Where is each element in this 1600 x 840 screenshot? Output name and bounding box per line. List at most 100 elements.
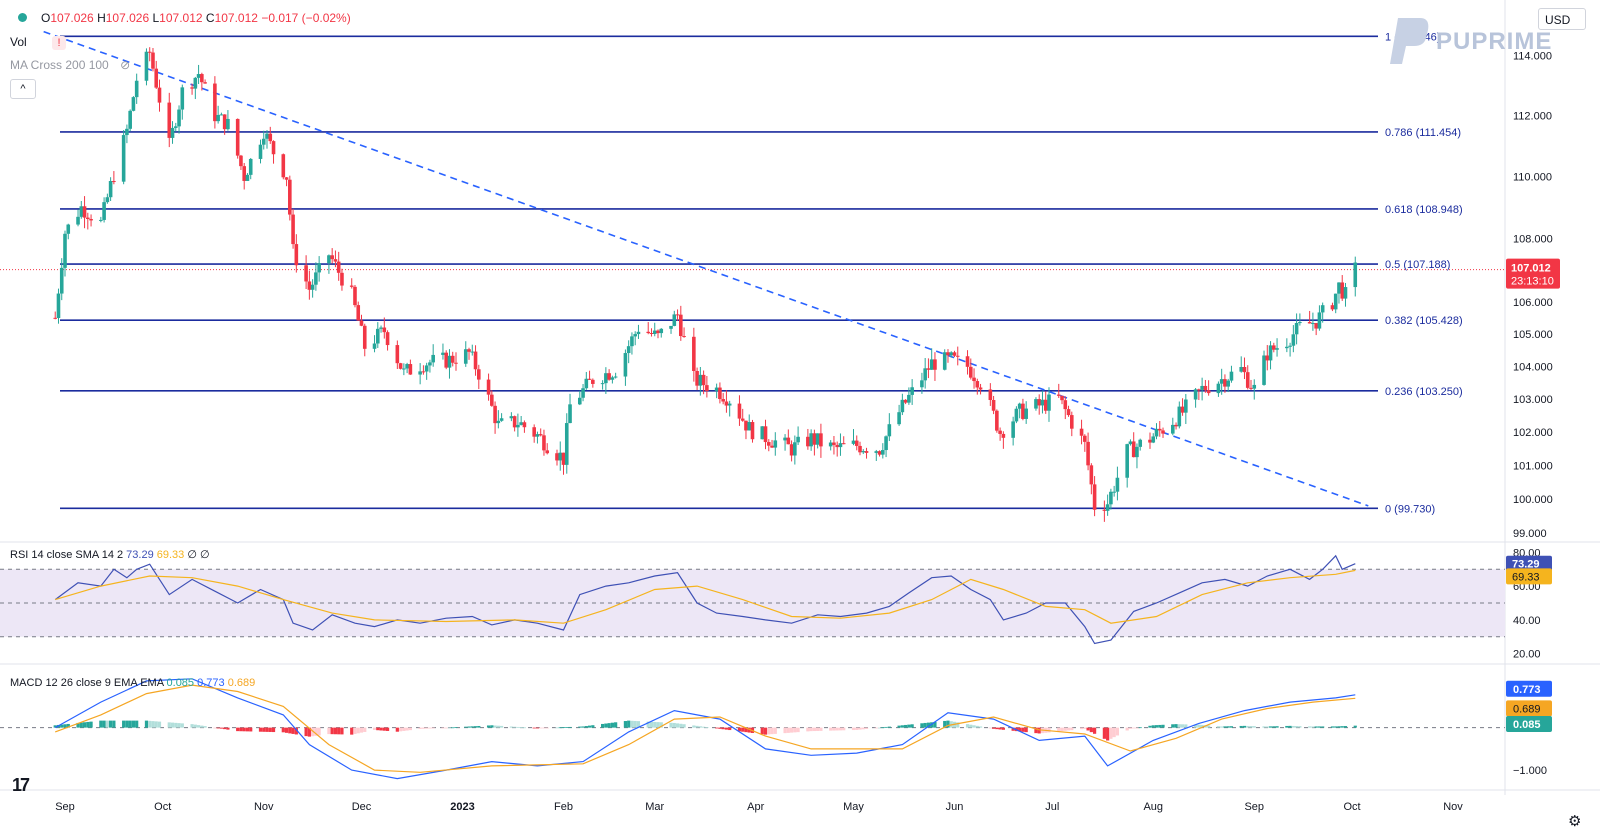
candle-body[interactable] (1177, 406, 1182, 427)
candle-body[interactable] (173, 126, 178, 128)
candle-body[interactable] (874, 451, 879, 453)
candle-body[interactable] (89, 218, 93, 221)
candle-body[interactable] (903, 399, 908, 403)
candle-body[interactable] (1157, 428, 1162, 431)
candle-body[interactable] (649, 333, 654, 335)
candle-body[interactable] (991, 399, 996, 411)
candle-body[interactable] (783, 437, 787, 441)
candle-body[interactable] (1245, 372, 1250, 388)
candle-body[interactable] (245, 174, 250, 181)
candle-body[interactable] (724, 401, 729, 406)
candle-body[interactable] (105, 197, 110, 203)
candle-body[interactable] (519, 422, 523, 425)
candle-body[interactable] (522, 422, 527, 428)
candle-body[interactable] (307, 281, 312, 290)
candle-body[interactable] (721, 399, 725, 402)
candle-body[interactable] (975, 381, 980, 388)
candle-body[interactable] (261, 138, 266, 145)
candle-body[interactable] (812, 433, 817, 445)
candle-body[interactable] (568, 404, 572, 424)
candle-body[interactable] (1135, 446, 1139, 458)
candle-body[interactable] (131, 97, 136, 111)
candle-body[interactable] (59, 267, 64, 294)
candle-body[interactable] (291, 214, 295, 245)
candle-body[interactable] (1034, 399, 1038, 409)
candle-body[interactable] (408, 364, 413, 375)
candle-body[interactable] (349, 285, 354, 287)
candle-body[interactable] (675, 314, 680, 316)
candle-body[interactable] (884, 436, 888, 451)
candle-body[interactable] (835, 444, 839, 448)
candle-body[interactable] (1249, 387, 1253, 389)
candle-body[interactable] (881, 450, 885, 455)
candle-body[interactable] (177, 109, 181, 127)
candle-body[interactable] (353, 286, 357, 306)
candle-body[interactable] (1314, 323, 1318, 329)
candle-body[interactable] (1112, 491, 1116, 493)
candle-body[interactable] (887, 424, 892, 437)
candle-body[interactable] (463, 349, 468, 364)
candle-body[interactable] (773, 440, 778, 448)
candle-body[interactable] (630, 336, 634, 347)
candle-body[interactable] (535, 434, 540, 437)
candle-body[interactable] (1337, 282, 1341, 294)
candle-body[interactable] (1291, 334, 1296, 346)
candle-body[interactable] (750, 422, 755, 440)
candle-body[interactable] (858, 445, 862, 453)
candle-body[interactable] (900, 399, 905, 413)
candle-body[interactable] (125, 128, 129, 136)
candle-body[interactable] (659, 328, 664, 334)
candle-body[interactable] (737, 403, 742, 419)
candle-body[interactable] (1131, 441, 1136, 458)
candle-body[interactable] (1001, 433, 1006, 438)
candle-body[interactable] (157, 87, 162, 103)
candle-body[interactable] (584, 378, 589, 389)
candle-body[interactable] (402, 368, 406, 370)
candle-body[interactable] (907, 394, 911, 403)
vol-legend[interactable]: Vol ! (10, 35, 67, 50)
candle-body[interactable] (1161, 430, 1165, 434)
candle-body[interactable] (1219, 379, 1224, 384)
candle-body[interactable] (832, 442, 836, 445)
candle-body[interactable] (516, 424, 520, 428)
candle-body[interactable] (695, 371, 699, 386)
candle-body[interactable] (222, 114, 227, 130)
candle-body[interactable] (281, 154, 286, 178)
candle-body[interactable] (1298, 322, 1302, 324)
candle-body[interactable] (949, 352, 954, 356)
candle-body[interactable] (431, 354, 435, 363)
candle-body[interactable] (265, 133, 269, 139)
candle-body[interactable] (134, 80, 139, 98)
candle-body[interactable] (926, 368, 931, 370)
candle-body[interactable] (815, 433, 820, 445)
candle-body[interactable] (340, 272, 344, 286)
candle-body[interactable] (1239, 367, 1244, 372)
candle-body[interactable] (705, 385, 709, 391)
currency-selector[interactable]: USD (1538, 8, 1586, 30)
candle-body[interactable] (314, 272, 318, 285)
macd-signal-line[interactable] (54, 684, 1356, 773)
candle-body[interactable] (1262, 355, 1266, 385)
candle-body[interactable] (1197, 389, 1201, 391)
candle-body[interactable] (698, 374, 703, 386)
candle-body[interactable] (744, 420, 748, 431)
candle-body[interactable] (1206, 390, 1211, 394)
candle-body[interactable] (333, 259, 338, 262)
candle-body[interactable] (854, 440, 859, 446)
candle-body[interactable] (167, 102, 172, 138)
candle-body[interactable] (770, 445, 774, 448)
candle-body[interactable] (86, 217, 90, 219)
candle-body[interactable] (819, 433, 823, 447)
candle-body[interactable] (828, 442, 833, 447)
candle-body[interactable] (450, 355, 455, 363)
candle-body[interactable] (1340, 282, 1345, 299)
candle-body[interactable] (82, 206, 87, 218)
candle-body[interactable] (766, 442, 771, 446)
candle-body[interactable] (284, 177, 289, 180)
candle-body[interactable] (786, 437, 791, 445)
candle-body[interactable] (558, 452, 563, 461)
candle-body[interactable] (995, 410, 999, 431)
candle-body[interactable] (499, 418, 504, 421)
candle-body[interactable] (180, 87, 185, 110)
candle-body[interactable] (701, 374, 706, 386)
